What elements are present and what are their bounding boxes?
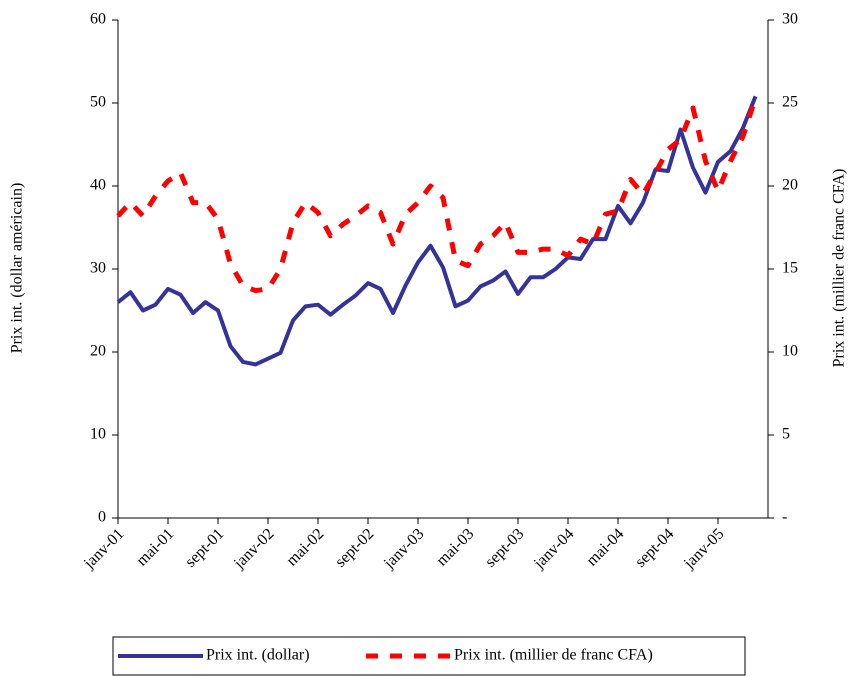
y2-tick-label: 30 — [782, 11, 798, 28]
y-axis-title: Prix int. (dollar américain) — [9, 183, 26, 354]
x-tick-label: mai-03 — [433, 525, 477, 569]
y-tick-label: 50 — [90, 94, 106, 111]
y-tick-label: 0 — [98, 509, 106, 526]
y2-axis-title: Prix int. (millier de franc CFA) — [831, 169, 848, 368]
y-tick-label: 60 — [90, 11, 106, 28]
y2-tick-label: 25 — [782, 94, 798, 111]
x-tick-label: janv-01 — [80, 525, 127, 572]
legend-label: Prix int. (millier de franc CFA) — [454, 647, 653, 664]
data-line — [116, 95, 758, 367]
y-tick-label: 40 — [90, 177, 106, 194]
x-tick-label: mai-02 — [283, 525, 327, 569]
y2-tick-label: 5 — [782, 426, 790, 443]
x-tick-label: janv-05 — [680, 525, 727, 572]
x-tick-label: janv-03 — [380, 525, 427, 572]
y2-tick-label: 20 — [782, 177, 798, 194]
y2-tick-label: 15 — [782, 260, 798, 277]
y-tick-label: 20 — [90, 343, 106, 360]
x-tick-label: sept-01 — [182, 525, 227, 570]
legend-label: Prix int. (dollar) — [206, 647, 310, 664]
legend-box — [112, 636, 746, 676]
y-tick-label: 30 — [90, 260, 106, 277]
data-line — [116, 97, 758, 294]
x-tick-label: mai-04 — [583, 525, 627, 569]
x-tick-label: sept-03 — [482, 525, 527, 570]
y2-tick-label: - — [782, 509, 787, 526]
x-tick-label: janv-04 — [530, 525, 577, 572]
x-tick-label: janv-02 — [230, 525, 277, 572]
x-tick-label: mai-01 — [133, 525, 177, 569]
y-tick-label: 10 — [90, 426, 106, 443]
x-tick-label: sept-02 — [332, 525, 377, 570]
y2-tick-label: 10 — [782, 343, 798, 360]
x-tick-label: sept-04 — [632, 525, 677, 570]
